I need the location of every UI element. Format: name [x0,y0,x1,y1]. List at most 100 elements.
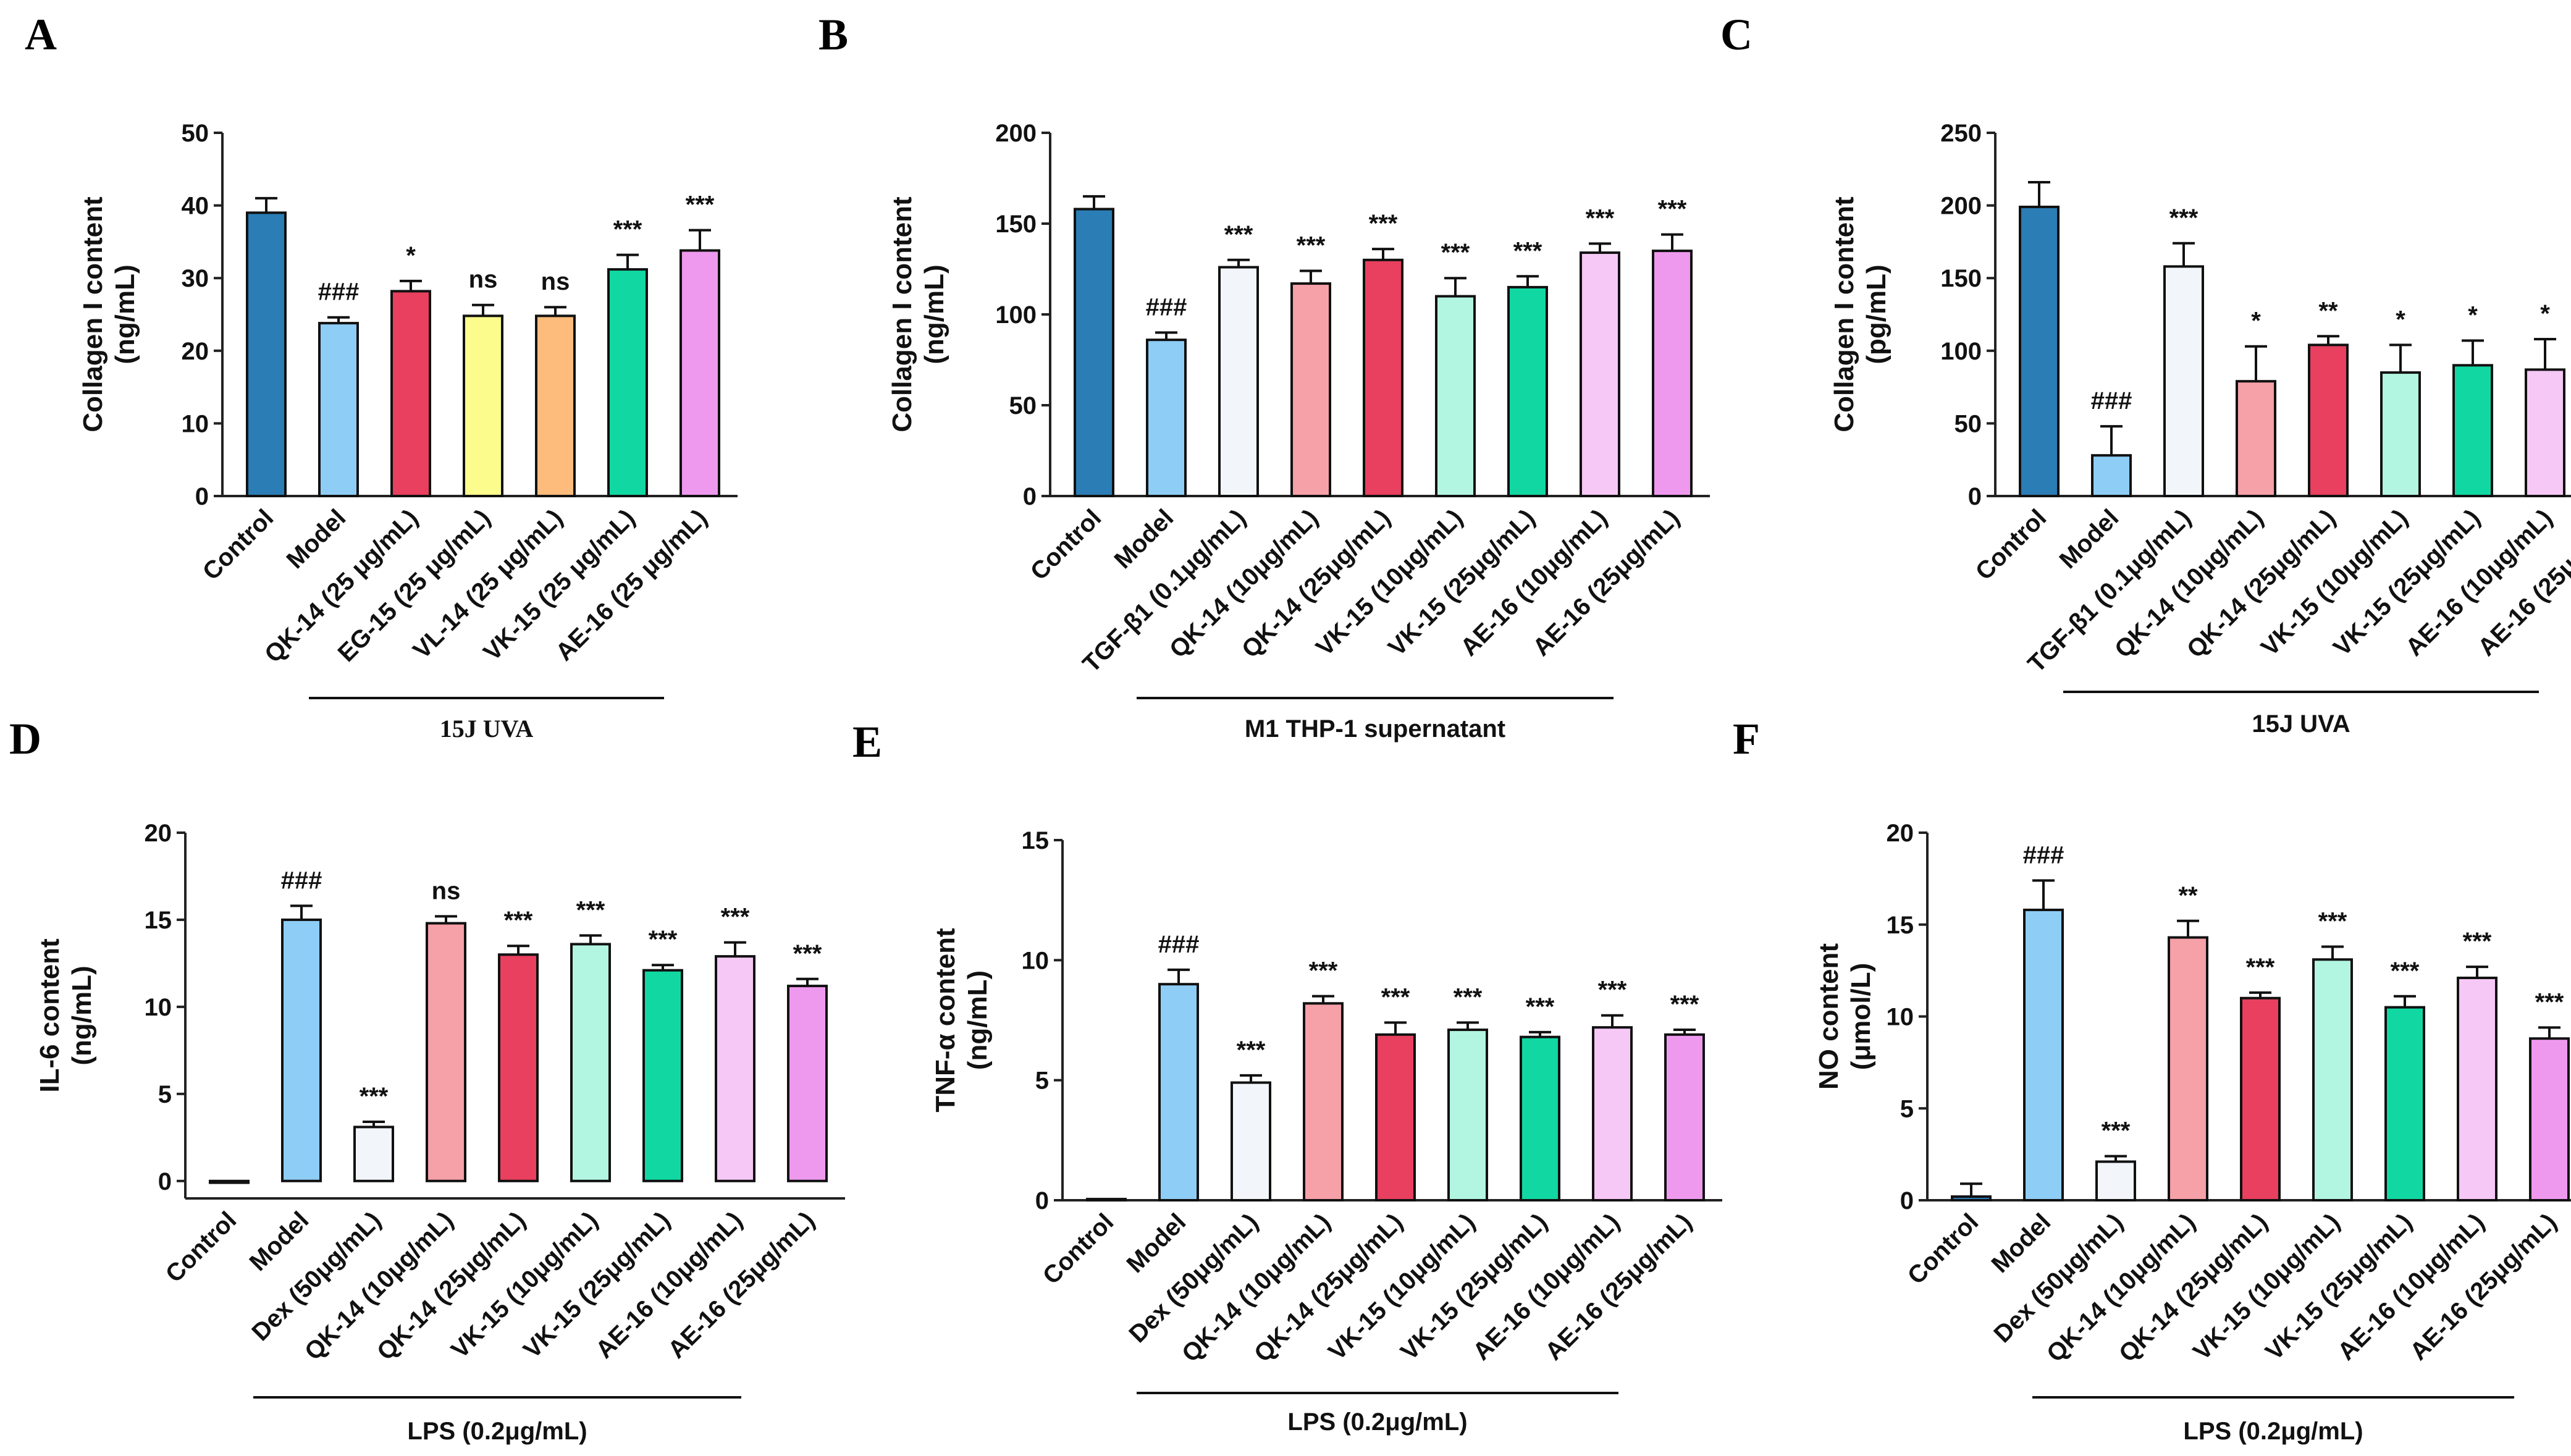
y-tick-label: 50 [1009,392,1037,419]
y-tick-label: 0 [195,483,209,510]
y-axis-label: NO content(μmol/L) [1814,943,1876,1090]
bar-1 [2023,908,2064,1201]
bar-5 [2380,371,2421,498]
bar-5 [607,268,648,497]
significance-label-6: *** [649,926,678,953]
y-tick-label: 5 [1035,1067,1049,1095]
bar-8 [1652,250,1693,497]
bar-7 [1592,1026,1633,1202]
bar-4 [1363,258,1403,497]
bar-3 [1303,1002,1344,1201]
y-tick-label: 0 [1900,1187,1914,1214]
bar-4 [535,314,576,497]
y-axis-label: Collagen I content(ng/mL) [887,196,949,432]
significance-label-1: ### [1146,293,1187,321]
x-tick-label-2: Dex (50μg/mL) [1124,1208,1263,1348]
panel-letter: A [25,10,57,59]
significance-label-2: *** [2169,204,2199,232]
group-label: LPS (0.2μg/mL) [1287,1408,1467,1436]
bar-6 [2384,1006,2425,1201]
panel-letter: B [818,10,848,59]
significance-label-4: *** [1369,210,1398,237]
y-tick-label: 0 [1035,1187,1049,1214]
significance-label-4: ** [2318,297,2338,324]
bar-5 [570,943,611,1182]
x-tick-label-1: Model [1122,1208,1192,1278]
bar-8 [1664,1033,1705,1201]
y-tick-label: 50 [1955,410,1982,437]
chart-panel-D: D 0 5 10 15 20 IL-6 content(ng/mL) Control ### Mo… [9,714,845,1445]
bar-2 [390,290,431,497]
significance-label-3: ** [2178,882,2198,909]
bar-0 [209,1179,250,1184]
y-tick-label: 30 [182,265,209,292]
y-axis-label: TNF-α content(ng/mL) [930,928,993,1113]
significance-label-3: *** [1297,232,1326,259]
bar-6 [1507,285,1548,497]
bar-4 [2240,996,2281,1201]
x-tick-label-1: Model [2055,504,2124,574]
significance-label-3: ns [469,266,498,293]
significance-label-5: *** [1441,239,1470,266]
significance-label-4: *** [1381,983,1410,1011]
significance-label-5: *** [576,896,605,924]
bar-2 [2095,1160,2136,1202]
significance-label-3: ns [432,877,461,904]
y-tick-label: 5 [158,1081,172,1108]
group-label: 15J UVA [440,715,534,743]
chart-panel-C: C 0 50 100 150 200 250 Collagen I content(pg/mL… [1720,10,2571,738]
x-tick-label-1: Model [282,504,351,574]
chart-panel-A: A 0 10 20 30 40 50 Collagen I content(ng/mL) Con… [25,10,738,743]
significance-label-8: *** [1658,196,1687,223]
y-tick-label: 0 [158,1168,172,1195]
bar-0 [2019,205,2060,497]
y-axis-label: Collagen I content(ng/mL) [78,196,140,432]
significance-label-2: *** [360,1083,389,1110]
y-tick-label: 5 [1900,1095,1914,1122]
y-axis-label: Collagen I content(pg/mL) [1829,196,1891,432]
chart-panel-F: F 0 5 10 15 20 NO content(μmol/L) Control ### Mod… [1733,714,2571,1445]
significance-label-7: *** [2463,928,2492,955]
significance-label-7: * [2540,300,2550,327]
significance-label-2: *** [2102,1117,2131,1145]
significance-label-6: *** [1526,993,1555,1020]
bar-6 [1520,1035,1560,1201]
y-tick-label: 100 [1940,338,1982,365]
y-tick-label: 0 [1968,483,1982,510]
x-tick-label-1: Model [1109,504,1179,574]
panel-letter: E [852,717,882,767]
bar-0 [1074,208,1114,497]
y-tick-label: 10 [1022,947,1050,974]
group-label: M1 THP-1 supernatant [1245,715,1505,743]
bar-1 [2091,454,2132,497]
x-tick-label-0: Control [1038,1208,1119,1290]
chart-panel-E: E 0 5 10 15 TNF-α content(ng/mL) Control ### Mod… [852,717,1722,1436]
bar-4 [1375,1033,1416,1201]
significance-label-6: * [2468,301,2478,329]
bar-1 [1158,983,1199,1201]
x-tick-label-1: Model [245,1206,314,1276]
bar-7 [715,955,755,1182]
significance-label-4: ns [541,268,570,295]
y-tick-label: 10 [1887,1004,1914,1031]
significance-label-1: ### [2023,841,2064,869]
significance-label-2: *** [1237,1037,1266,1064]
significance-label-7: *** [721,904,750,931]
significance-label-2: *** [1224,221,1253,248]
significance-label-1: ### [2091,387,2132,414]
significance-label-7: *** [1586,204,1615,232]
group-label: 15J UVA [2252,710,2350,738]
y-tick-label: 20 [182,338,209,365]
significance-label-5: *** [2318,907,2347,935]
y-tick-label: 15 [1022,827,1050,854]
bar-4 [2308,343,2349,498]
significance-label-7: *** [1598,977,1627,1004]
bar-0 [246,211,287,497]
x-tick-label-2: Dex (50μg/mL) [1988,1208,2128,1348]
y-tick-label: 50 [182,120,209,147]
bar-2 [353,1126,394,1182]
bar-0 [1086,1198,1127,1202]
significance-label-5: *** [1454,983,1483,1011]
y-tick-label: 200 [995,120,1037,147]
y-tick-label: 40 [182,193,209,220]
